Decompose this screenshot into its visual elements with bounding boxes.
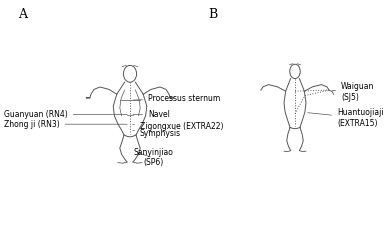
Text: Guanyuan (RN4): Guanyuan (RN4) <box>4 110 127 119</box>
Text: Zigongxue (EXTRA22): Zigongxue (EXTRA22) <box>133 122 223 131</box>
Text: A: A <box>18 8 27 21</box>
Text: Symphysis: Symphysis <box>133 129 181 138</box>
Text: Sanyinjiao
(SP6): Sanyinjiao (SP6) <box>133 148 173 167</box>
Text: Waiguan
(SJ5): Waiguan (SJ5) <box>332 82 374 102</box>
Text: Huantuojiaji
(EXTRA15): Huantuojiaji (EXTRA15) <box>308 108 384 128</box>
Text: B: B <box>208 8 217 21</box>
Text: Navel: Navel <box>133 110 170 119</box>
Text: Zhong ji (RN3): Zhong ji (RN3) <box>4 120 127 129</box>
Text: Processus sternum: Processus sternum <box>133 94 220 103</box>
